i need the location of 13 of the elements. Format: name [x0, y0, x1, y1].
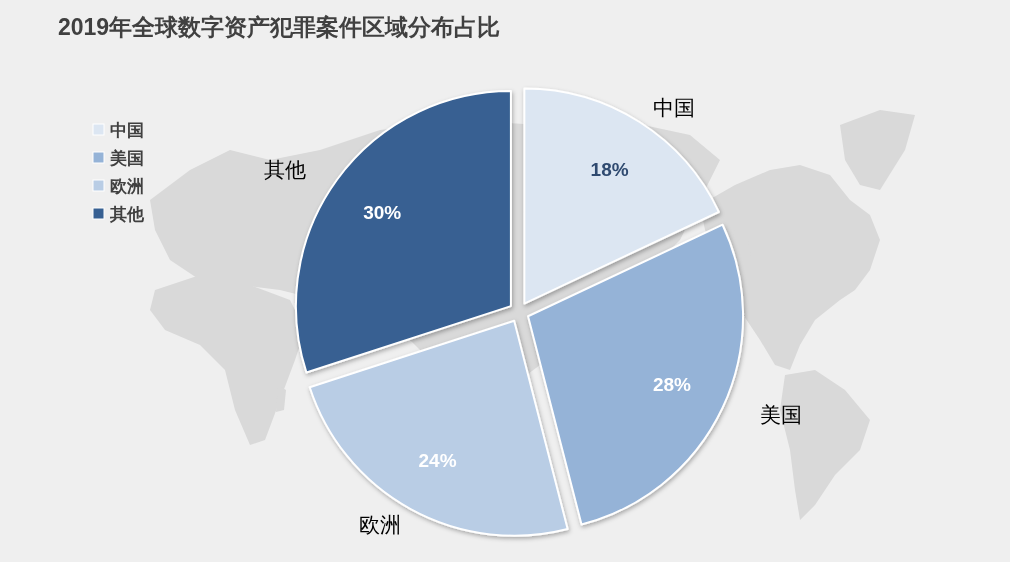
data-label: 28%: [652, 373, 692, 395]
slice-label: 欧洲: [358, 512, 401, 536]
data-label: 18%: [590, 158, 629, 180]
data-label: 30%: [363, 202, 402, 224]
legend-label: 其他: [109, 205, 145, 224]
legend-label: 中国: [110, 121, 144, 140]
chart-title: 2019年全球数字资产犯罪案件区域分布占比: [58, 14, 501, 40]
data-label: 24%: [418, 449, 457, 471]
slice-label: 美国: [759, 403, 802, 427]
legend-label: 美国: [109, 149, 144, 168]
slice-label: 中国: [653, 95, 696, 119]
legend-label: 欧洲: [110, 177, 144, 196]
slice-label: 其他: [263, 157, 306, 181]
